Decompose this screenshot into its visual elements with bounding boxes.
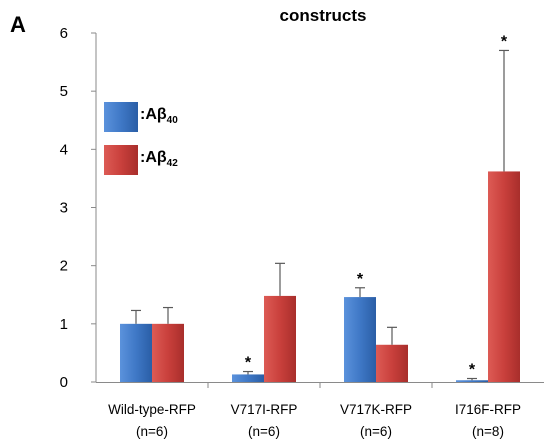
- category-n-label: (n=6): [136, 424, 168, 439]
- legend-label-main: :Aβ: [140, 149, 167, 166]
- legend-label-main: :Aβ: [140, 106, 167, 123]
- category-labels: Wild-type-RFP (n=6) V717I-RFP (n=6) V717K-RF…: [108, 402, 521, 439]
- category-label: V717K-RFP: [340, 402, 412, 417]
- significance-star: *: [469, 362, 476, 379]
- y-tick-label: 3: [60, 200, 68, 217]
- legend-swatch: [104, 145, 138, 175]
- significance-star: *: [245, 355, 252, 372]
- category-n-label: (n=8): [472, 424, 504, 439]
- y-tick-label: 1: [60, 316, 68, 333]
- y-tick-label: 6: [60, 25, 68, 42]
- legend-label-subscript: 42: [167, 158, 179, 169]
- bar-abeta40: [456, 380, 488, 382]
- panel-label: A: [10, 12, 26, 37]
- legend: :Aβ40:Aβ42: [104, 102, 178, 175]
- legend-label-subscript: 40: [167, 115, 179, 126]
- y-tick-label: 0: [60, 374, 68, 391]
- significance-star: *: [357, 271, 364, 288]
- chart-title: constructs: [280, 6, 367, 25]
- category-label: Wild-type-RFP: [108, 402, 196, 417]
- category-n-label: (n=6): [248, 424, 280, 439]
- bar-abeta42: [488, 171, 520, 382]
- bars: * * * *: [120, 33, 520, 382]
- y-tick-label: 5: [60, 83, 68, 100]
- y-tick-label: 2: [60, 258, 68, 275]
- legend-label: :Aβ40: [140, 106, 178, 126]
- category-label: V717I-RFP: [231, 402, 298, 417]
- bar-abeta42: [264, 295, 296, 382]
- category-label: I716F-RFP: [455, 402, 521, 417]
- category-n-label: (n=6): [360, 424, 392, 439]
- bar-abeta42: [152, 323, 184, 382]
- bar-abeta42: [376, 344, 408, 382]
- axes: 0 1 2 3 4 5 6: [60, 25, 544, 391]
- legend-swatch: [104, 102, 138, 132]
- bar-abeta40: [232, 374, 264, 382]
- legend-label: :Aβ42: [140, 149, 178, 169]
- y-tick-label: 4: [60, 141, 68, 158]
- bar-abeta40: [344, 297, 376, 382]
- significance-star: *: [501, 33, 508, 50]
- bar-abeta40: [120, 323, 152, 382]
